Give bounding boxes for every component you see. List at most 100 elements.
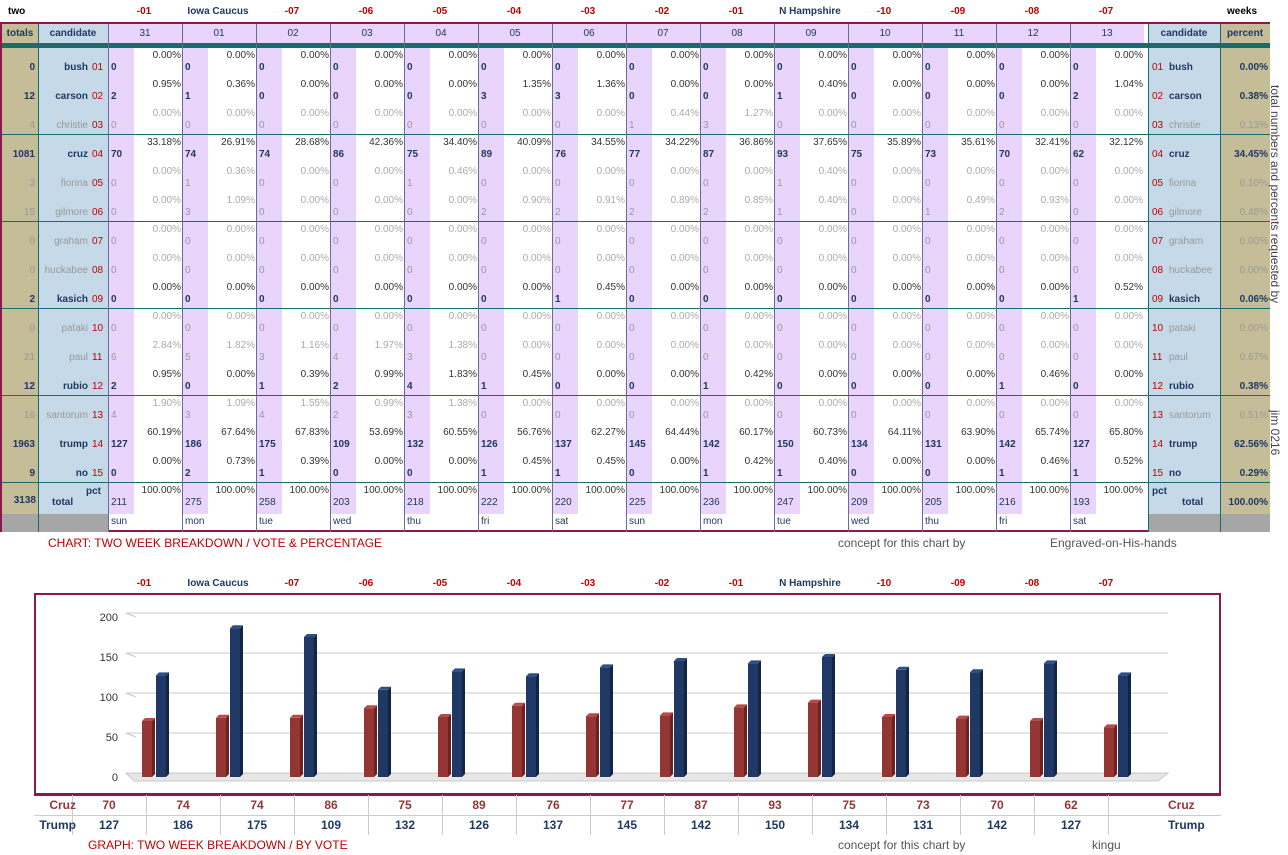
- day-percent: 0.00%: [226, 282, 255, 293]
- header-day: 10: [879, 28, 891, 39]
- day-count: 0: [481, 62, 487, 73]
- day-count: 0: [777, 236, 783, 247]
- day-percent: 0.00%: [966, 398, 995, 409]
- trump-bar-top: [1044, 660, 1057, 664]
- day-percent: 1.38%: [448, 340, 477, 351]
- day-line: [922, 24, 923, 532]
- day-total: 211: [111, 497, 127, 508]
- day-percent: 0.00%: [300, 311, 329, 322]
- day-count: 0: [925, 265, 931, 276]
- day-count: 3: [185, 207, 191, 218]
- column-label: -05: [432, 6, 448, 17]
- day-percent: 1.82%: [226, 340, 255, 351]
- day-count-strip: [922, 24, 948, 514]
- day-percent: 65.80%: [1109, 427, 1143, 438]
- candidate-name-right: rubio: [1169, 381, 1194, 392]
- day-count: 0: [111, 62, 117, 73]
- candidate-name: christie: [56, 120, 88, 131]
- day-percent: 0.00%: [300, 282, 329, 293]
- day-count: 0: [333, 236, 339, 247]
- candidate-name: carson: [55, 91, 88, 102]
- day-percent: 0.00%: [818, 340, 847, 351]
- day-percent: 0.00%: [152, 282, 181, 293]
- group-separator: [2, 134, 1270, 135]
- gtable-line: [812, 795, 813, 835]
- graph-concept-label: concept for this chart by: [838, 838, 966, 852]
- day-header-bg: [922, 24, 996, 43]
- series-value: 86: [324, 798, 338, 812]
- candidate-number-right: 11: [1152, 352, 1163, 363]
- footer-gray-left: [2, 514, 108, 532]
- cruz-bar-side: [152, 718, 155, 777]
- day-count: 142: [999, 439, 1016, 450]
- day-percent: 0.00%: [744, 253, 773, 264]
- day-count: 0: [925, 410, 931, 421]
- side-note-request: total numbers and percents requested by: [1268, 85, 1282, 304]
- day-header-bg: [626, 24, 700, 43]
- day-count: 0: [555, 120, 561, 131]
- candidate-name: paul: [69, 352, 88, 363]
- weekday: tue: [259, 516, 273, 527]
- day-percent: 34.40%: [443, 137, 477, 148]
- day-line: [700, 24, 701, 532]
- day-line: [108, 24, 109, 532]
- day-percent: 26.91%: [221, 137, 255, 148]
- column-label: -03: [580, 578, 596, 589]
- day-count: 0: [407, 91, 413, 102]
- column-line: [1148, 24, 1149, 532]
- day-count: 0: [925, 91, 931, 102]
- day-percent: 0.95%: [152, 79, 181, 90]
- gtable-line: [220, 795, 221, 835]
- header-day: 08: [731, 28, 743, 39]
- graph-caption: GRAPH: TWO WEEK BREAKDOWN / BY VOTE: [88, 838, 348, 852]
- column-label: -05: [432, 578, 448, 589]
- cruz-bar-top: [512, 702, 525, 706]
- candidate-name-right: huckabee: [1169, 265, 1213, 276]
- candidate-number: 15: [92, 468, 104, 479]
- day-count: 4: [111, 410, 117, 421]
- day-percent: 0.00%: [300, 195, 329, 206]
- day-header-bg: [256, 24, 330, 43]
- cruz-bar: [216, 717, 226, 777]
- trump-bar-top: [748, 660, 761, 664]
- row-total: 16: [23, 410, 35, 421]
- series-value: 70: [102, 798, 116, 812]
- day-count: 1: [259, 468, 265, 479]
- cruz-bar-top: [290, 714, 303, 718]
- column-label: N Hampshire: [779, 6, 841, 17]
- trump-bar: [526, 676, 536, 777]
- day-count: 0: [1073, 410, 1079, 421]
- day-percent: 0.00%: [744, 166, 773, 177]
- day-count: 0: [481, 352, 487, 363]
- day-percent: 0.00%: [966, 340, 995, 351]
- day-count: 73: [925, 149, 937, 160]
- day-line: [182, 24, 183, 532]
- top-left-label: two: [8, 6, 26, 17]
- day-percent: 64.44%: [665, 427, 699, 438]
- cruz-bar-top: [956, 715, 969, 719]
- series-label: Cruz: [49, 798, 76, 812]
- day-count: 0: [407, 62, 413, 73]
- total-label-right: total: [1182, 497, 1204, 508]
- day-count: 0: [777, 294, 783, 305]
- day-count: 0: [999, 294, 1005, 305]
- column-label: -02: [654, 578, 670, 589]
- candidate-column: [38, 24, 108, 514]
- series-label-right: Trump: [1168, 818, 1205, 832]
- day-count: 3: [703, 120, 709, 131]
- cruz-bar-side: [670, 712, 673, 777]
- day-count: 3: [555, 91, 561, 102]
- day-percent: 60.73%: [813, 427, 847, 438]
- day-percent: 1.35%: [522, 79, 551, 90]
- day-count: 0: [629, 352, 635, 363]
- trump-bar: [822, 657, 832, 777]
- day-percent: 1.09%: [226, 195, 255, 206]
- row-total: 4: [29, 120, 35, 131]
- candidate-name: huckabee: [44, 265, 88, 276]
- trump-bar: [896, 669, 906, 777]
- cruz-bar-top: [364, 705, 377, 709]
- day-count: 89: [481, 149, 493, 160]
- series-value: 77: [620, 798, 634, 812]
- day-percent: 0.00%: [966, 79, 995, 90]
- total-pct-label: pct: [86, 486, 101, 497]
